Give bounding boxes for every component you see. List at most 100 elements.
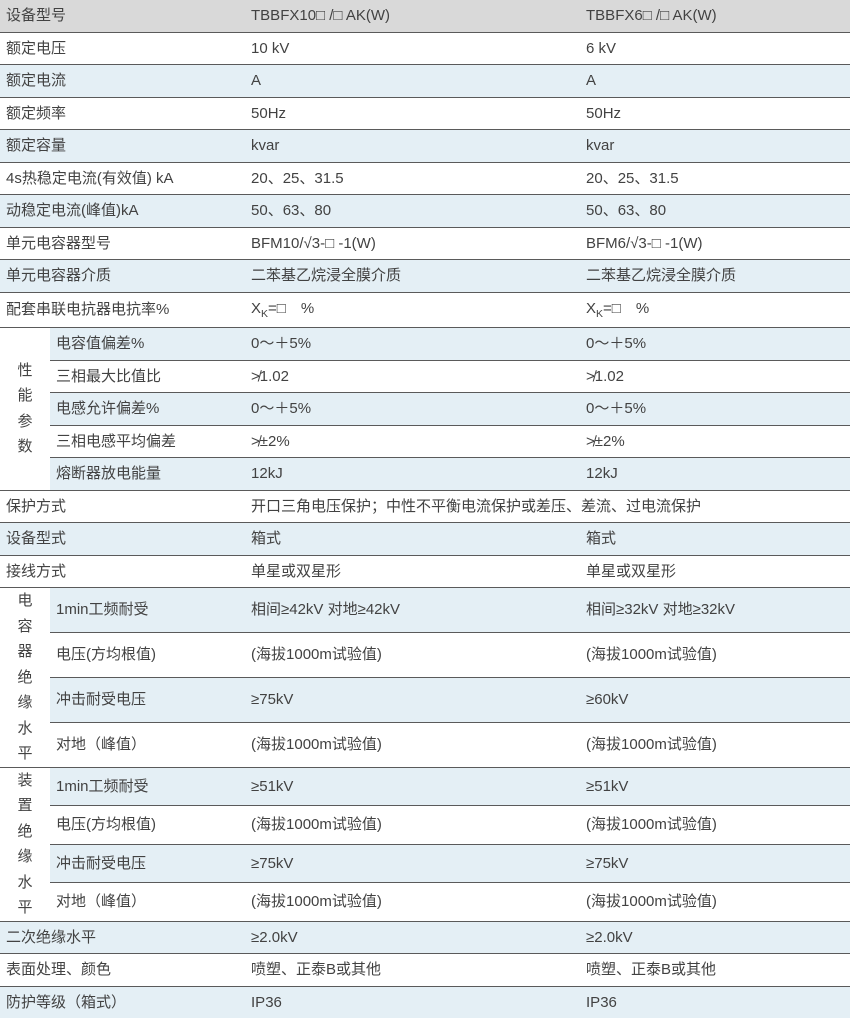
value-1: ≯1.02 xyxy=(245,360,580,393)
value-2: kvar xyxy=(580,130,850,163)
value-2: 50、63、80 xyxy=(580,195,850,228)
row-capins-3: 冲击耐受电压 ≥75kV ≥60kV xyxy=(0,677,850,722)
row-wiring: 接线方式 单星或双星形 单星或双星形 xyxy=(0,555,850,588)
row-rated-voltage: 额定电压 10 kV 6 kV xyxy=(0,32,850,65)
header-model-label: 设备型号 xyxy=(0,0,245,32)
row-capins-2: 电压(方均根值) (海拔1000m试验值) (海拔1000m试验值) xyxy=(0,633,850,678)
label: 额定电流 xyxy=(0,65,245,98)
value-2: (海拔1000m试验值) xyxy=(580,633,850,678)
value-1: A xyxy=(245,65,580,98)
header-model-2: TBBFX6□ /□ AK(W) xyxy=(580,0,850,32)
label: 防护等级（箱式） xyxy=(0,986,245,1018)
value-1: XK=□ % xyxy=(245,292,580,328)
row-devins-3: 冲击耐受电压 ≥75kV ≥75kV xyxy=(0,844,850,883)
label: 电压(方均根值) xyxy=(50,806,245,845)
value-2: 箱式 xyxy=(580,523,850,556)
label: 1min工频耐受 xyxy=(50,767,245,806)
label: 1min工频耐受 xyxy=(50,588,245,633)
row-perf-three-max: 三相最大比值比 ≯1.02 ≯1.02 xyxy=(0,360,850,393)
row-perf-cap-dev: 性能参数 电容值偏差% 0～＋5% 0～＋5% xyxy=(0,328,850,361)
value-2: 50Hz xyxy=(580,97,850,130)
label: 接线方式 xyxy=(0,555,245,588)
value-2: 0～＋5% xyxy=(580,393,850,426)
row-protection: 保护方式 开口三角电压保护；中性不平衡电流保护或差压、差流、过电流保护 xyxy=(0,490,850,523)
label: 设备型式 xyxy=(0,523,245,556)
value-1: ≥75kV xyxy=(245,844,580,883)
row-surface: 表面处理、颜色 喷塑、正泰B或其他 喷塑、正泰B或其他 xyxy=(0,954,850,987)
label: 冲击耐受电压 xyxy=(50,844,245,883)
value-1: IP36 xyxy=(245,986,580,1018)
row-thermal: 4s热稳定电流(有效值) kA 20、25、31.5 20、25、31.5 xyxy=(0,162,850,195)
value-1: 12kJ xyxy=(245,458,580,491)
label: 对地（峰值） xyxy=(50,883,245,922)
value-1: ≥2.0kV xyxy=(245,921,580,954)
row-ip: 防护等级（箱式） IP36 IP36 xyxy=(0,986,850,1018)
label: 表面处理、颜色 xyxy=(0,954,245,987)
row-reactor: 配套串联电抗器电抗率% XK=□ % XK=□ % xyxy=(0,292,850,328)
header-model-1: TBBFX10□ /□ AK(W) xyxy=(245,0,580,32)
value-1: ≥51kV xyxy=(245,767,580,806)
group-label-devins: 装置绝缘水平 xyxy=(0,767,50,921)
value-2: (海拔1000m试验值) xyxy=(580,883,850,922)
label: 单元电容器介质 xyxy=(0,260,245,293)
label: 4s热稳定电流(有效值) kA xyxy=(0,162,245,195)
row-devins-2: 电压(方均根值) (海拔1000m试验值) (海拔1000m试验值) xyxy=(0,806,850,845)
value-1: 10 kV xyxy=(245,32,580,65)
value-1: (海拔1000m试验值) xyxy=(245,806,580,845)
row-rated-cap: 额定容量 kvar kvar xyxy=(0,130,850,163)
row-rated-freq: 额定频率 50Hz 50Hz xyxy=(0,97,850,130)
row-rated-current: 额定电流 A A xyxy=(0,65,850,98)
row-unit-cap-diel: 单元电容器介质 二苯基乙烷浸全膜介质 二苯基乙烷浸全膜介质 xyxy=(0,260,850,293)
row-device-type: 设备型式 箱式 箱式 xyxy=(0,523,850,556)
row-devins-1: 装置绝缘水平 1min工频耐受 ≥51kV ≥51kV xyxy=(0,767,850,806)
value-1: 50、63、80 xyxy=(245,195,580,228)
value-2: ≥2.0kV xyxy=(580,921,850,954)
value-2: A xyxy=(580,65,850,98)
value-2: 20、25、31.5 xyxy=(580,162,850,195)
value-1: (海拔1000m试验值) xyxy=(245,722,580,767)
value-1: 二苯基乙烷浸全膜介质 xyxy=(245,260,580,293)
label: 三相最大比值比 xyxy=(50,360,245,393)
label: 电感允许偏差% xyxy=(50,393,245,426)
value-1: BFM10/√3-□ -1(W) xyxy=(245,227,580,260)
label: 配套串联电抗器电抗率% xyxy=(0,292,245,328)
value-2: 6 kV xyxy=(580,32,850,65)
value-2: 喷塑、正泰B或其他 xyxy=(580,954,850,987)
label: 二次绝缘水平 xyxy=(0,921,245,954)
value-1: 喷塑、正泰B或其他 xyxy=(245,954,580,987)
value-2: 12kJ xyxy=(580,458,850,491)
value-1: 50Hz xyxy=(245,97,580,130)
row-perf-three-ind: 三相电感平均偏差 ≯±2% ≯±2% xyxy=(0,425,850,458)
value-2: ≯±2% xyxy=(580,425,850,458)
row-perf-fuse: 熔断器放电能量 12kJ 12kJ xyxy=(0,458,850,491)
label: 三相电感平均偏差 xyxy=(50,425,245,458)
value-1: 20、25、31.5 xyxy=(245,162,580,195)
label: 额定容量 xyxy=(0,130,245,163)
label: 额定电压 xyxy=(0,32,245,65)
label: 电容值偏差% xyxy=(50,328,245,361)
value-2: ≥51kV xyxy=(580,767,850,806)
value-1: (海拔1000m试验值) xyxy=(245,633,580,678)
row-perf-ind-dev: 电感允许偏差% 0～＋5% 0～＋5% xyxy=(0,393,850,426)
value-2: IP36 xyxy=(580,986,850,1018)
group-label-capins: 电容器绝缘水平 xyxy=(0,588,50,768)
value-2: 相间≥32kV 对地≥32kV xyxy=(580,588,850,633)
value-1: 0～＋5% xyxy=(245,393,580,426)
value-2: ≯1.02 xyxy=(580,360,850,393)
value-2: 二苯基乙烷浸全膜介质 xyxy=(580,260,850,293)
label: 单元电容器型号 xyxy=(0,227,245,260)
row-dynamic: 动稳定电流(峰值)kA 50、63、80 50、63、80 xyxy=(0,195,850,228)
value-1: 相间≥42kV 对地≥42kV xyxy=(245,588,580,633)
row-unit-cap-model: 单元电容器型号 BFM10/√3-□ -1(W) BFM6/√3-□ -1(W) xyxy=(0,227,850,260)
spec-table: 设备型号 TBBFX10□ /□ AK(W) TBBFX6□ /□ AK(W) … xyxy=(0,0,850,1018)
label: 对地（峰值） xyxy=(50,722,245,767)
row-capins-4: 对地（峰值） (海拔1000m试验值) (海拔1000m试验值) xyxy=(0,722,850,767)
label: 电压(方均根值) xyxy=(50,633,245,678)
group-label-perf: 性能参数 xyxy=(0,328,50,491)
label: 动稳定电流(峰值)kA xyxy=(0,195,245,228)
label: 额定频率 xyxy=(0,97,245,130)
value-1: 单星或双星形 xyxy=(245,555,580,588)
value-1: (海拔1000m试验值) xyxy=(245,883,580,922)
value-1: 0～＋5% xyxy=(245,328,580,361)
value-2: 单星或双星形 xyxy=(580,555,850,588)
